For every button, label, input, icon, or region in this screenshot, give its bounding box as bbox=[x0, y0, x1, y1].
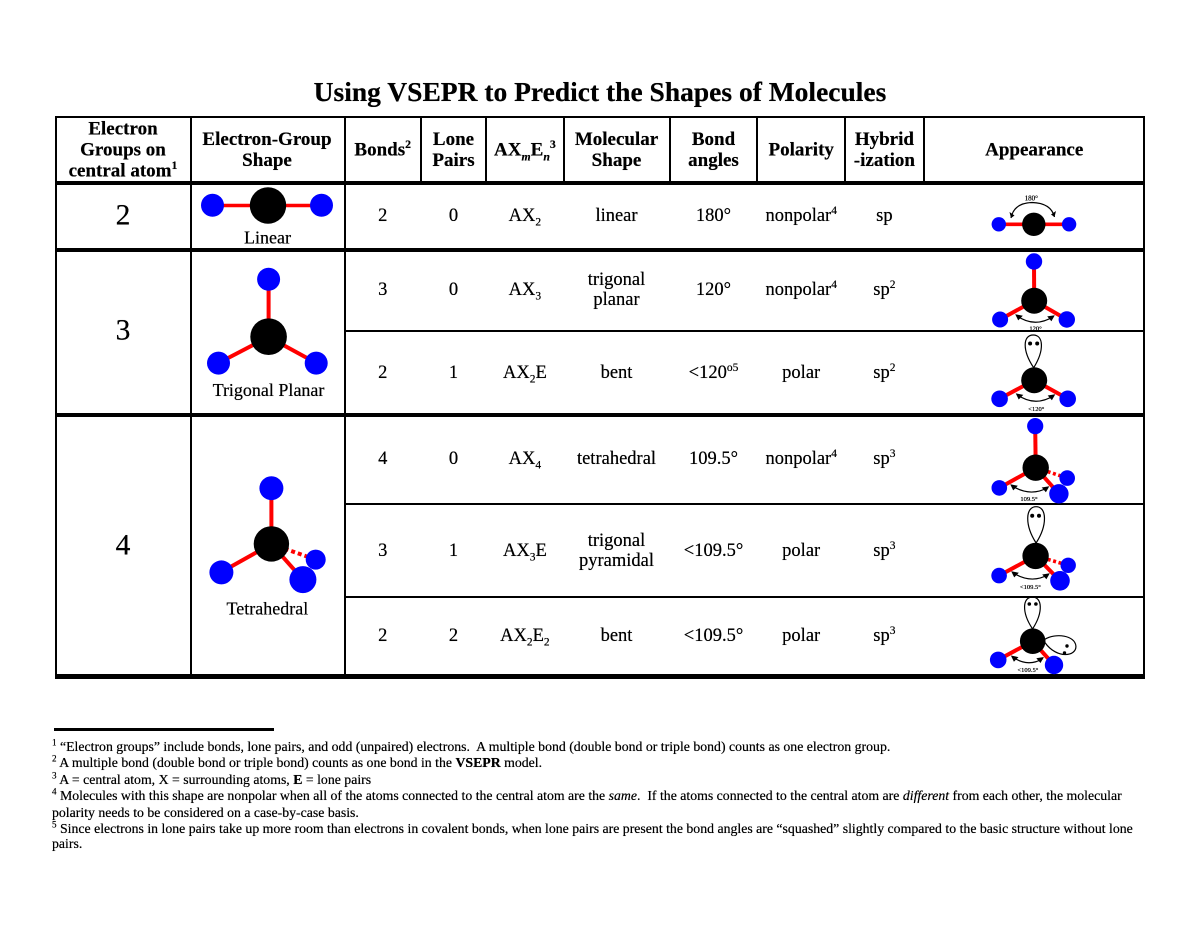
svg-text:Trigonal Planar: Trigonal Planar bbox=[213, 380, 325, 400]
svg-text:109.5°: 109.5° bbox=[1020, 496, 1038, 503]
svg-text:<109.5°: <109.5° bbox=[1017, 667, 1038, 674]
svg-text:120°: 120° bbox=[1029, 325, 1042, 331]
svg-text:<120°: <120° bbox=[1028, 406, 1044, 413]
svg-text:Linear: Linear bbox=[244, 228, 291, 248]
svg-text:180°: 180° bbox=[1025, 195, 1039, 203]
svg-text:Tetrahedral: Tetrahedral bbox=[227, 598, 309, 618]
svg-text:<109.5°: <109.5° bbox=[1020, 584, 1041, 591]
